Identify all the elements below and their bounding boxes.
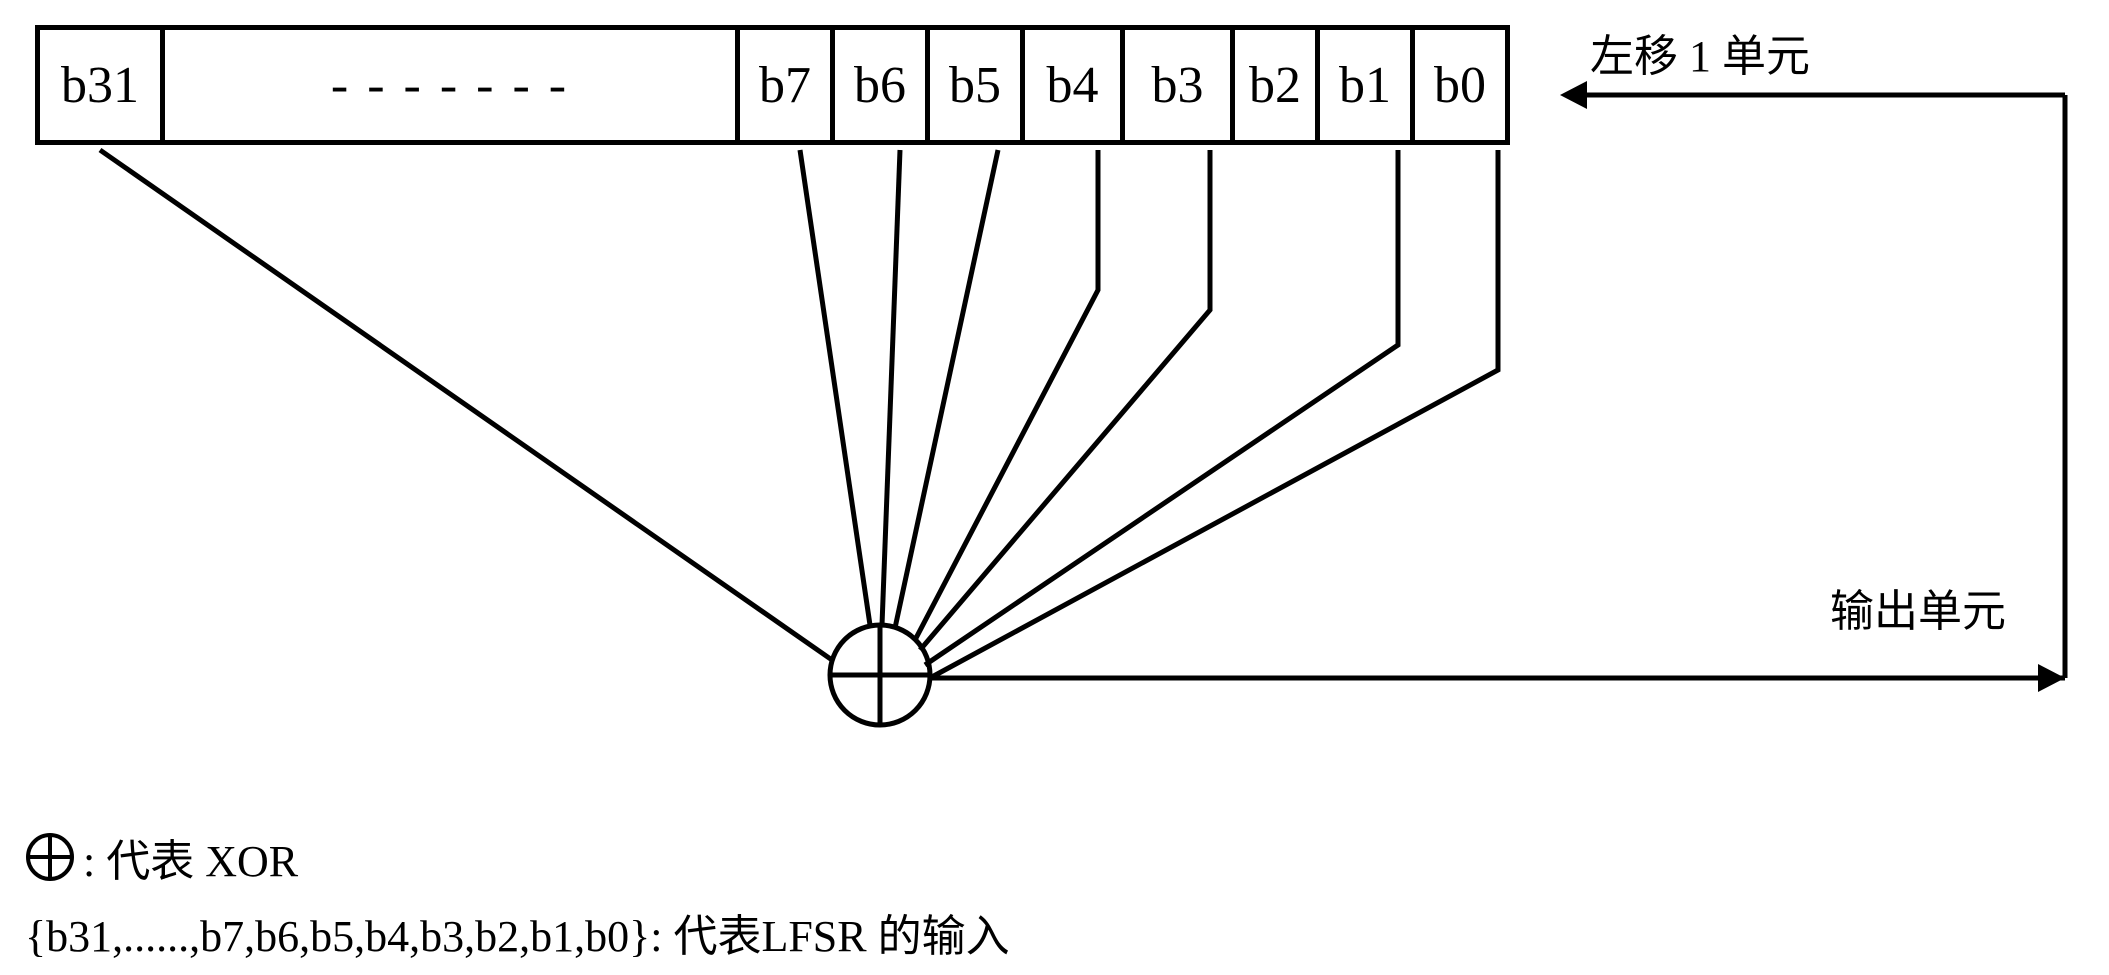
legend-xor: : 代表 XOR	[25, 825, 298, 889]
reg-cell-b7: b7	[735, 25, 835, 145]
reg-cell-b1: b1	[1315, 25, 1415, 145]
reg-cell-b31: b31	[35, 25, 165, 145]
reg-cell-b6: b6	[830, 25, 930, 145]
reg-cell-b4: b4	[1020, 25, 1125, 145]
label-shift-left: 左移 1 单元	[1590, 20, 1810, 84]
connection-lines	[20, 20, 2089, 955]
reg-cell-b0: b0	[1410, 25, 1510, 145]
reg-cell-b5: b5	[925, 25, 1025, 145]
shift-register: b31 - - - - - - - b7 b6 b5 b4 b3 b2 b1 b…	[35, 25, 1505, 145]
reg-cell-spacer: - - - - - - -	[160, 25, 740, 145]
legend-input: {b31,......,b7,b6,b5,b4,b3,b2,b1,b0}: 代表…	[25, 900, 1010, 964]
reg-cell-b2: b2	[1230, 25, 1320, 145]
lfsr-diagram: b31 - - - - - - - b7 b6 b5 b4 b3 b2 b1 b…	[20, 20, 2089, 955]
legend-xor-text: : 代表 XOR	[83, 825, 298, 889]
reg-cell-b3: b3	[1120, 25, 1235, 145]
label-output-unit: 输出单元	[1830, 575, 2006, 639]
xor-icon	[25, 832, 75, 882]
